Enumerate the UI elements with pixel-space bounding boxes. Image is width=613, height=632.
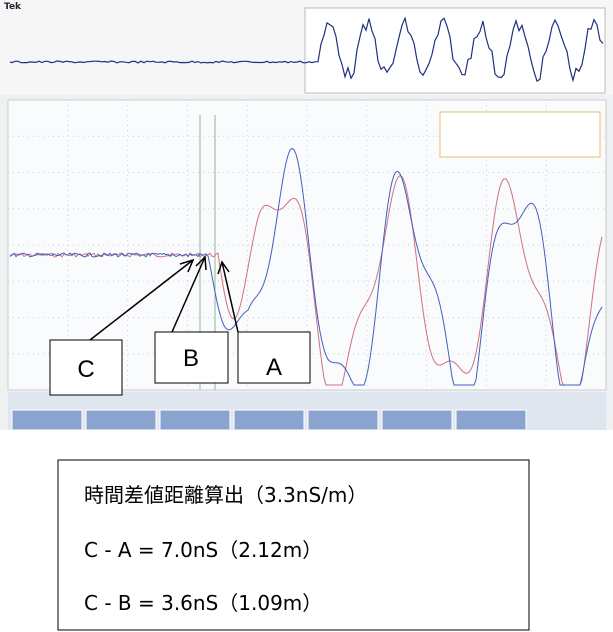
- readout-box: [440, 112, 600, 157]
- note-line: C - A = 7.0nS（2.12m）: [84, 538, 322, 562]
- menu-button: [382, 410, 452, 430]
- note-line: C - B = 3.6nS（1.09m）: [84, 591, 322, 615]
- callout-label: B: [183, 345, 199, 372]
- menu-button: [234, 410, 304, 430]
- zoom-window: [305, 8, 605, 93]
- menu-button: [308, 410, 378, 430]
- figure: Tek C B A 時間差値距離算出（3.3nS/m） C - A = 7.0n…: [0, 0, 613, 632]
- menu-button: [86, 410, 156, 430]
- callout-label: C: [77, 356, 94, 383]
- note-title: 時間差値距離算出（3.3nS/m）: [84, 483, 367, 507]
- menu: [12, 410, 526, 430]
- page: Tek C B A 時間差値距離算出（3.3nS/m） C - A = 7.0n…: [0, 0, 613, 632]
- menu-button: [12, 410, 82, 430]
- brand: Tek: [4, 2, 22, 12]
- menu-button: [160, 410, 230, 430]
- menu-button: [456, 410, 526, 430]
- callout-label: A: [266, 354, 282, 381]
